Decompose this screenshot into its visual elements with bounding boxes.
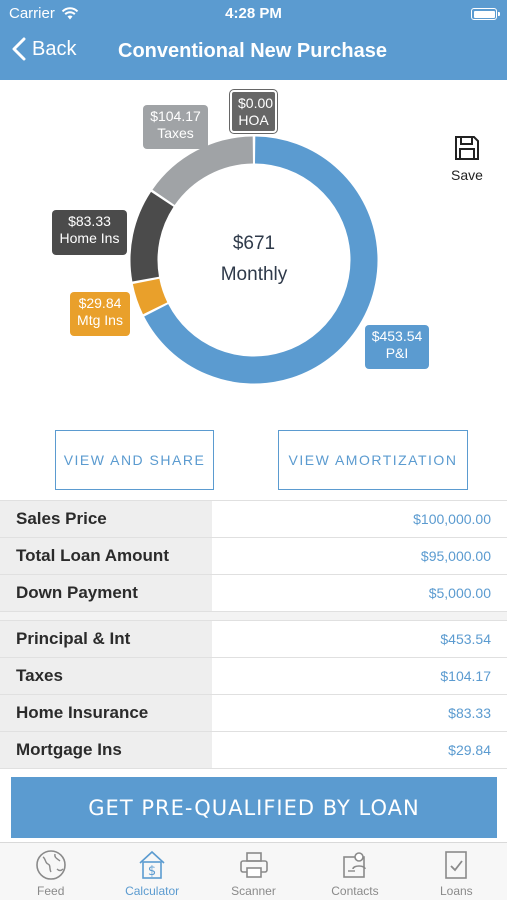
pi-callout: $453.54 P&I: [365, 325, 429, 369]
slice-home-ins: [130, 191, 174, 282]
back-label: Back: [32, 37, 77, 60]
pi-amount: $453.54: [371, 328, 423, 344]
get-pre-qualified-button[interactable]: GET PRE-QUALIFIED BY LOAN: [11, 777, 497, 838]
hoa-callout: $0.00 HOA: [230, 90, 277, 133]
table-row[interactable]: Mortgage Ins $29.84: [0, 732, 507, 769]
slice-mtg-ins: [132, 278, 168, 315]
mtg-ins-name: Mtg Ins: [77, 312, 123, 328]
tab-bar: Feed $ Calculator Scanner Contacts Lo: [0, 842, 507, 900]
row-value: $100,000.00: [413, 511, 491, 527]
page-title: Conventional New Purchase: [118, 40, 387, 62]
floppy-disk-icon: [455, 136, 479, 160]
monthly-label: Monthly: [220, 264, 288, 285]
loan-summary-table: Sales Price $100,000.00 Total Loan Amoun…: [0, 500, 507, 612]
row-value: $5,000.00: [428, 585, 491, 601]
row-value: $29.84: [448, 742, 491, 758]
table-row[interactable]: Taxes $104.17: [0, 658, 507, 695]
tab-feed[interactable]: Feed: [0, 843, 101, 900]
table-row[interactable]: Sales Price $100,000.00: [0, 501, 507, 538]
payment-breakdown-table: Principal & Int $453.54 Taxes $104.17 Ho…: [0, 620, 507, 769]
contacts-icon: [343, 852, 366, 878]
tab-calculator[interactable]: $ Calculator: [101, 843, 202, 900]
row-label: Total Loan Amount: [0, 538, 212, 574]
status-time: 4:28 PM: [225, 5, 282, 22]
tab-loans[interactable]: Loans: [406, 843, 507, 900]
header: Carrier 4:28 PM Back Conventional New Pu…: [0, 0, 507, 80]
row-label: Principal & Int: [0, 621, 212, 657]
taxes-name: Taxes: [157, 125, 194, 141]
carrier-label: Carrier: [9, 5, 55, 22]
row-label: Taxes: [0, 658, 212, 694]
svg-text:$: $: [148, 864, 156, 879]
save-button[interactable]: Save: [449, 135, 485, 183]
taxes-callout: $104.17 Taxes: [143, 105, 208, 149]
status-carrier: Carrier: [9, 5, 79, 22]
payment-chart: $671 Monthly $0.00 HOA $104.17 Taxes $83…: [0, 80, 507, 420]
tab-label: Calculator: [125, 884, 180, 898]
pi-name: P&I: [385, 345, 409, 361]
back-button[interactable]: Back: [12, 37, 76, 61]
table-row[interactable]: Total Loan Amount $95,000.00: [0, 538, 507, 575]
globe-icon: [35, 850, 66, 880]
save-label: Save: [451, 167, 483, 183]
donut-chart: [130, 136, 378, 384]
tab-label: Feed: [37, 884, 65, 898]
calculator-icon: $: [139, 850, 165, 879]
tab-label: Contacts: [331, 884, 379, 898]
row-value: $453.54: [440, 631, 491, 647]
document-check-icon: [445, 851, 468, 879]
home-ins-callout: $83.33 Home Ins: [52, 210, 127, 255]
view-amortization-button[interactable]: VIEW AMORTIZATION: [278, 430, 468, 490]
row-value: $95,000.00: [420, 548, 491, 564]
tab-contacts[interactable]: Contacts: [304, 843, 405, 900]
hoa-name: HOA: [238, 112, 269, 128]
tab-scanner[interactable]: Scanner: [203, 843, 304, 900]
hoa-amount: $0.00: [238, 95, 274, 111]
slice-taxes: [152, 136, 254, 206]
tab-label: Scanner: [231, 884, 276, 898]
mtg-ins-amount: $29.84: [78, 295, 122, 311]
slice-p-i: [144, 136, 378, 384]
home-ins-amount: $83.33: [68, 213, 111, 229]
row-value: $104.17: [440, 668, 491, 684]
row-label: Down Payment: [0, 575, 212, 611]
battery-icon: [471, 8, 500, 20]
wifi-icon: [61, 7, 79, 20]
row-value: $83.33: [448, 705, 491, 721]
tab-label: Loans: [439, 884, 473, 898]
taxes-amount: $104.17: [150, 108, 201, 124]
table-row[interactable]: Down Payment $5,000.00: [0, 575, 507, 612]
mtg-ins-callout: $29.84 Mtg Ins: [70, 292, 130, 336]
home-ins-name: Home Ins: [59, 230, 120, 246]
row-label: Mortgage Ins: [0, 732, 212, 768]
row-label: Home Insurance: [0, 695, 212, 731]
monthly-total: $671: [232, 233, 276, 254]
chevron-left-icon: [12, 37, 26, 61]
table-row[interactable]: Home Insurance $83.33: [0, 695, 507, 732]
view-and-share-button[interactable]: VIEW AND SHARE: [55, 430, 214, 490]
printer-icon: [239, 852, 268, 878]
section-divider: [0, 612, 507, 620]
row-label: Sales Price: [0, 501, 212, 537]
table-row[interactable]: Principal & Int $453.54: [0, 621, 507, 658]
